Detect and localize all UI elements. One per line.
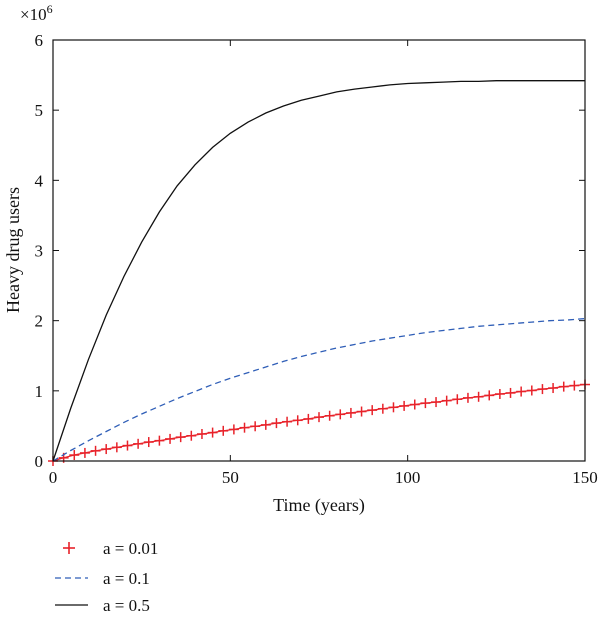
y-axis-label: Heavy drug users <box>3 187 23 313</box>
data-point-plus <box>388 402 399 413</box>
data-point-plus <box>462 392 473 403</box>
x-tick-label: 150 <box>572 468 598 487</box>
data-point-plus <box>526 385 537 396</box>
legend-item-2: a = 0.1 <box>55 569 150 588</box>
data-point-plus <box>186 430 197 441</box>
y-tick-label: 3 <box>35 242 44 261</box>
y-tick-label: 6 <box>35 31 44 50</box>
data-point-plus <box>452 394 463 405</box>
data-point-plus <box>537 384 548 395</box>
plot-frame <box>52 39 586 462</box>
data-point-plus <box>218 425 229 436</box>
data-point-plus <box>122 440 133 451</box>
data-point-plus <box>165 433 176 444</box>
legend-marker-plus <box>63 542 75 554</box>
legend-item-3: a = 0.5 <box>55 596 150 615</box>
series-line-2 <box>52 317 586 462</box>
data-point-plus <box>345 407 356 418</box>
data-point-plus <box>324 410 335 421</box>
axis-ticks: 0 50 100 150 0 1 2 3 4 5 6 <box>35 31 598 487</box>
data-point-plus <box>516 386 527 397</box>
y-tick-label: 0 <box>35 452 44 471</box>
data-point-plus <box>260 419 271 430</box>
data-point-plus <box>548 383 559 394</box>
data-point-plus <box>207 427 218 438</box>
series-line-3 <box>52 80 585 462</box>
data-point-plus <box>409 399 420 410</box>
legend: a = 0.01 a = 0.1 a = 0.5 <box>55 539 158 615</box>
x-tick-label: 100 <box>395 468 421 487</box>
data-point-plus <box>292 415 303 426</box>
x-tick-label: 50 <box>222 468 239 487</box>
data-point-plus <box>154 435 165 446</box>
y-tick-label: 4 <box>35 171 44 190</box>
data-point-plus <box>505 387 516 398</box>
data-point-plus <box>271 418 282 429</box>
data-point-plus <box>239 422 250 433</box>
data-point-plus <box>441 395 452 406</box>
legend-label-3: a = 0.5 <box>103 596 150 615</box>
data-point-plus <box>111 442 122 453</box>
plot-series <box>48 80 590 466</box>
data-point-plus <box>196 428 207 439</box>
data-point-plus <box>494 388 505 399</box>
data-point-plus <box>399 400 410 411</box>
data-point-plus <box>484 390 495 401</box>
y-tick-label: 5 <box>35 101 44 120</box>
y-tick-label: 2 <box>35 312 44 331</box>
data-point-plus <box>420 398 431 409</box>
data-point-plus <box>143 437 154 448</box>
data-point-plus <box>175 432 186 443</box>
data-point-plus <box>335 409 346 420</box>
data-point-plus <box>133 438 144 449</box>
data-point-plus <box>569 380 580 391</box>
data-point-plus <box>367 405 378 416</box>
data-point-plus <box>314 412 324 423</box>
y-tick-label: 1 <box>35 382 44 401</box>
data-point-plus <box>90 445 101 456</box>
x-tick-label: 0 <box>49 468 58 487</box>
data-point-plus <box>431 397 442 408</box>
legend-label-1: a = 0.01 <box>103 539 158 558</box>
data-point-plus <box>79 447 90 458</box>
data-point-plus <box>282 416 293 427</box>
data-point-plus <box>69 450 80 461</box>
series-line-1 <box>52 383 586 462</box>
data-point-plus <box>356 406 367 417</box>
data-point-plus <box>250 421 261 432</box>
data-point-plus <box>377 403 388 414</box>
x-axis-label: Time (years) <box>273 495 365 516</box>
data-point-plus <box>101 444 112 455</box>
legend-item-1: a = 0.01 <box>63 539 158 558</box>
data-point-plus <box>473 391 484 402</box>
data-point-plus <box>558 381 569 392</box>
legend-label-2: a = 0.1 <box>103 569 150 588</box>
y-multiplier-label: ×106 <box>20 2 53 24</box>
data-point-plus <box>228 424 239 435</box>
data-point-plus <box>303 413 314 424</box>
